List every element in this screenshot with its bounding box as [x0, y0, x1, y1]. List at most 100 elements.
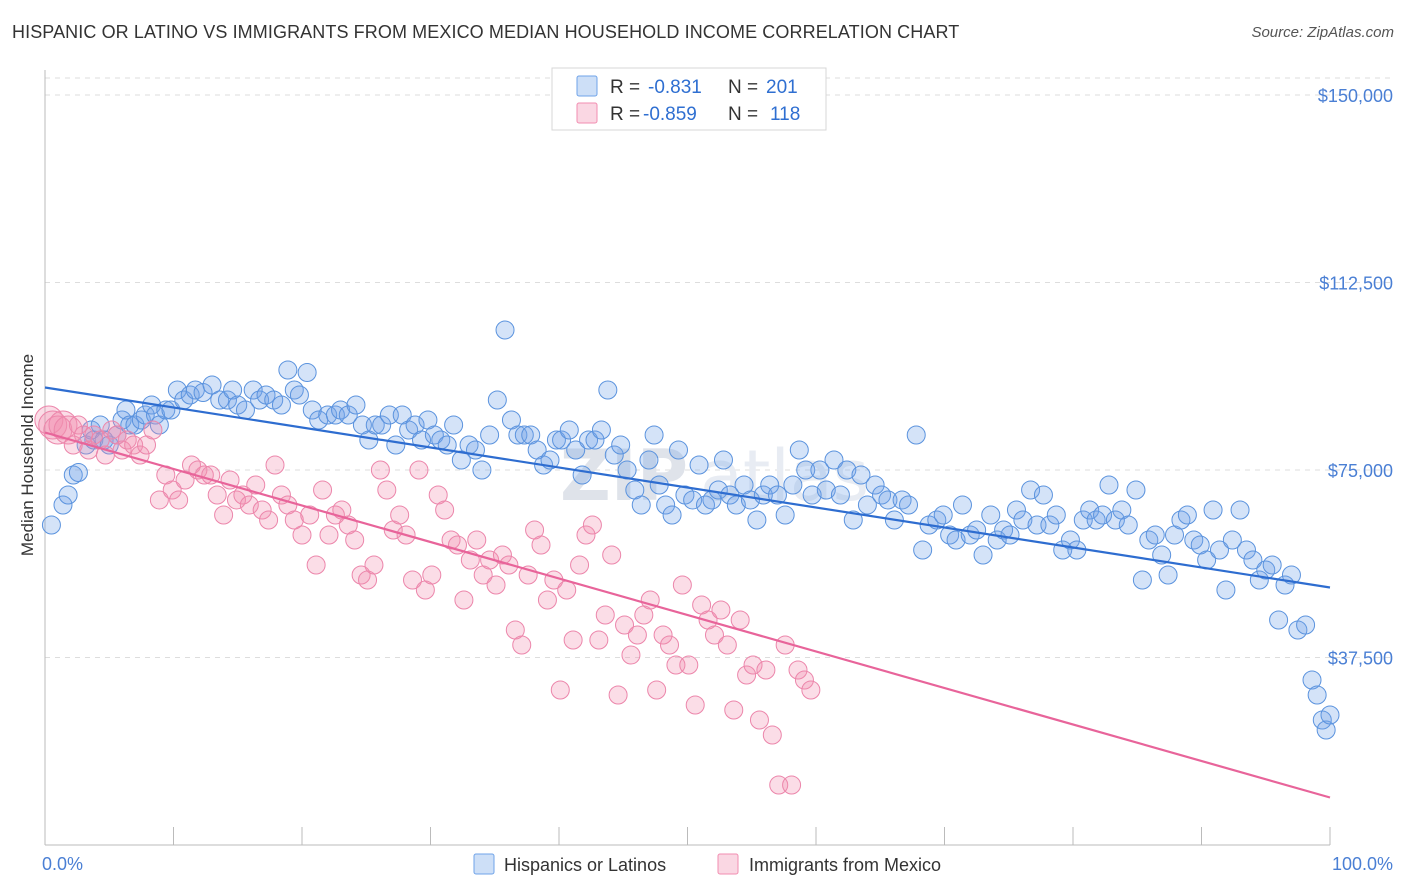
point-mexico — [570, 555, 590, 575]
point-hispanic — [1296, 615, 1316, 635]
point-hispanic — [1105, 510, 1125, 530]
point-hispanic — [480, 425, 500, 445]
point-hispanic — [830, 485, 850, 505]
point-hispanic — [318, 405, 338, 425]
point-hispanic — [644, 425, 664, 445]
point-mexico — [117, 430, 137, 450]
point-hispanic — [1302, 670, 1322, 690]
y-tick-label: $37,500 — [1328, 649, 1393, 669]
point-hispanic — [775, 505, 795, 525]
point-hispanic — [250, 390, 270, 410]
point-hispanic — [1046, 505, 1066, 525]
legend-r-label: R = — [610, 104, 640, 125]
point-hispanic — [695, 495, 715, 515]
point-hispanic — [514, 425, 534, 445]
point-hispanic — [372, 415, 392, 435]
point-mexico — [435, 500, 455, 520]
point-hispanic — [1139, 530, 1159, 550]
point-hispanic — [63, 465, 83, 485]
point-hispanic — [399, 420, 419, 440]
point-hispanic — [135, 405, 155, 425]
legend-box — [551, 67, 827, 131]
point-mexico — [557, 580, 577, 600]
point-hispanic — [1222, 530, 1242, 550]
correlation-legend: R = -0.831 N = 201 R = -0.859 N = 118 — [551, 67, 827, 131]
legend-n-label: N = — [728, 77, 758, 98]
point-hispanic — [559, 420, 579, 440]
point-mexico — [711, 600, 731, 620]
point-mexico — [68, 415, 88, 435]
point-mexico — [717, 635, 737, 655]
point-hispanic — [1126, 480, 1146, 500]
bottom-legend-label-mexico: Immigrants from Mexico — [749, 855, 941, 875]
source-credit: Source: ZipAtlas.com — [1251, 24, 1394, 41]
point-hispanic — [872, 485, 892, 505]
point-hispanic — [824, 450, 844, 470]
bottom-legend-swatch-hispanic — [473, 853, 495, 875]
legend-n-value-hispanic: 201 — [766, 77, 798, 98]
point-mexico — [284, 510, 304, 530]
y-tick-label: $150,000 — [1318, 86, 1393, 106]
point-hispanic — [598, 380, 618, 400]
point-mexico — [292, 525, 312, 545]
point-hispanic — [386, 435, 406, 455]
point-mexico — [422, 565, 442, 585]
point-mexico — [531, 535, 551, 555]
point-mexico — [685, 695, 705, 715]
point-hispanic — [1320, 705, 1340, 725]
watermark-zip: ZIP — [560, 435, 688, 517]
point-mexico — [226, 490, 246, 510]
point-mexico — [143, 420, 163, 440]
point-mexico — [162, 480, 182, 500]
point-hispanic — [713, 450, 733, 470]
point-mexico — [608, 685, 628, 705]
point-mexico — [801, 680, 821, 700]
point-mexico — [704, 625, 724, 645]
point-hispanic — [796, 460, 816, 480]
chart-title: HISPANIC OR LATINO VS IMMIGRANTS FROM ME… — [12, 22, 960, 42]
point-hispanic — [1093, 505, 1113, 525]
point-hispanic — [789, 440, 809, 460]
point-hispanic — [1006, 500, 1026, 520]
point-hispanic — [683, 490, 703, 510]
point-mexico — [743, 655, 763, 675]
data-points — [34, 320, 1340, 795]
point-mexico — [403, 570, 423, 590]
point-mexico — [653, 625, 673, 645]
point-mexico — [370, 460, 390, 480]
point-hispanic — [1281, 565, 1301, 585]
point-mexico — [756, 660, 776, 680]
y-axis-title: Median Household Income — [18, 354, 37, 556]
point-mexico — [48, 410, 78, 440]
point-mexico — [724, 700, 744, 720]
legend-r-value-hispanic: -0.831 — [648, 77, 702, 98]
legend-n-label: N = — [728, 104, 758, 125]
point-hispanic — [1158, 565, 1178, 585]
point-hispanic — [1033, 485, 1053, 505]
point-hispanic — [857, 495, 877, 515]
point-hispanic — [1184, 530, 1204, 550]
point-hispanic — [940, 525, 960, 545]
point-hispanic — [967, 520, 987, 540]
point-hispanic — [1236, 540, 1256, 560]
bottom-legend-label-hispanic: Hispanics or Latinos — [504, 855, 666, 875]
point-mexico — [102, 420, 122, 440]
point-hispanic — [278, 360, 298, 380]
point-hispanic — [579, 430, 599, 450]
y-tick-label: $112,500 — [1319, 274, 1393, 294]
gridlines — [45, 77, 1395, 658]
point-mexico — [537, 590, 557, 610]
point-hispanic — [1316, 720, 1336, 740]
legend-r-value-mexico: -0.859 — [643, 104, 697, 125]
point-mexico — [239, 495, 259, 515]
point-hispanic — [611, 435, 631, 455]
point-hispanic — [546, 430, 566, 450]
point-hispanic — [662, 505, 682, 525]
y-axis-tick-labels: $37,500 $75,000 $112,500 $150,000 — [1318, 86, 1393, 669]
point-hispanic — [1177, 505, 1197, 525]
point-mexico — [300, 505, 320, 525]
point-hispanic — [284, 380, 304, 400]
point-hispanic — [302, 400, 322, 420]
trend-line-hispanic — [44, 386, 1331, 589]
